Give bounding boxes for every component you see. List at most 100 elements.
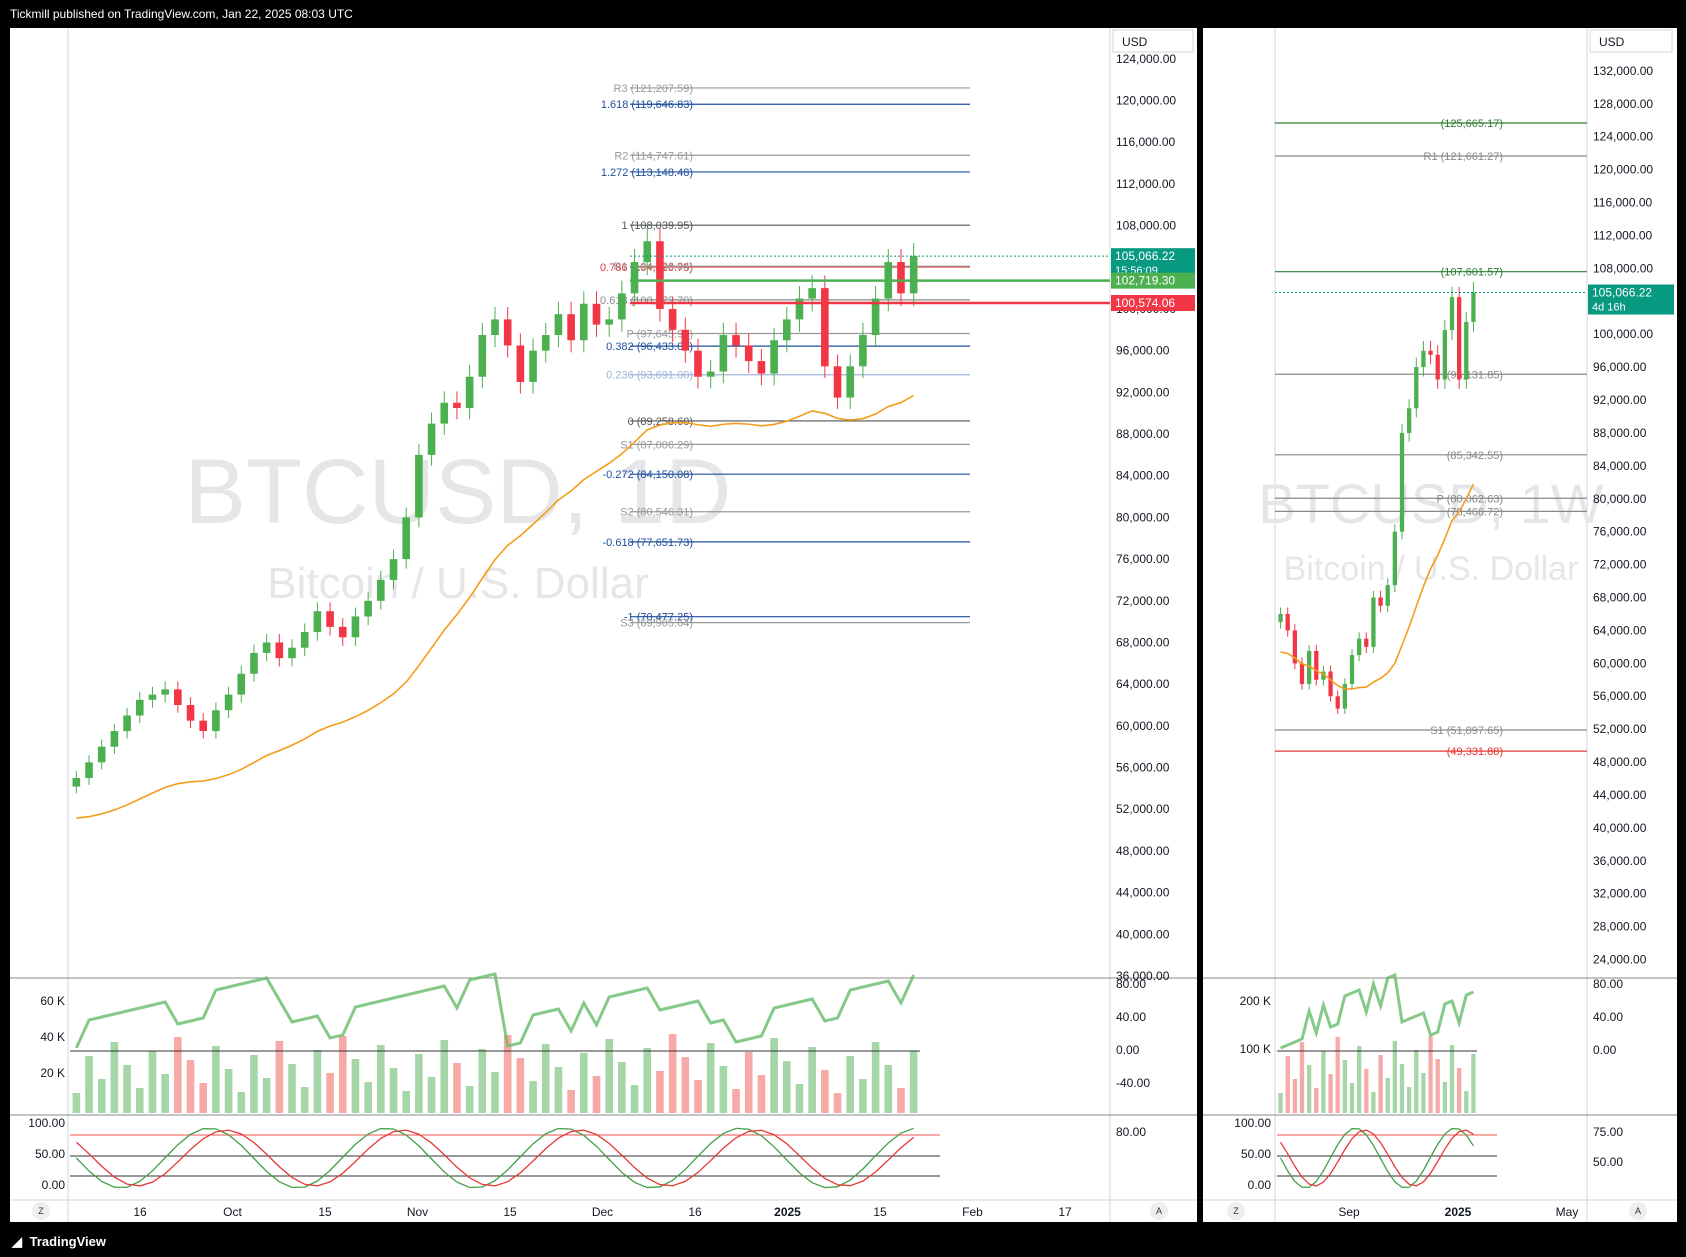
price-tick-label: 100,000.00 [1593,327,1653,341]
candle-body [567,314,575,341]
level-label: (125,665.17) [1441,118,1503,130]
volume-bar [1285,1056,1290,1113]
stoch-k-line [1280,1127,1474,1189]
candle-body [389,559,398,580]
price-label-text: 102,719.30 [1115,274,1175,288]
candle-body [1328,671,1333,697]
time-axis-label: Nov [407,1205,428,1219]
auto-scale-button-weekly[interactable]: A [1629,1202,1647,1220]
daily-chart-pane[interactable]: BTCUSD, 1D Bitcoin / U.S. Dollar USD 124… [10,28,1197,1222]
volume-bar [1457,1068,1462,1113]
volume-bar [427,1077,436,1113]
price-tick-label: 128,000.00 [1593,97,1653,111]
volume-bar [1435,1059,1440,1113]
volume-bar [1328,1074,1333,1113]
volume-bar [1335,1037,1340,1113]
currency-box[interactable] [1112,29,1194,53]
volume-bar [1349,1083,1355,1113]
candle-body [326,611,334,627]
volume-bar [338,1036,347,1113]
price-tick-label: 124,000.00 [1116,52,1176,66]
candle-body [541,335,550,351]
volume-tick-label: 20 K [40,1066,65,1080]
volume-bar [224,1069,233,1113]
volume-bar [529,1081,537,1113]
osc-tick-label: -40.00 [1116,1076,1150,1090]
price-tick-label: 112,000.00 [1593,228,1652,242]
level-label: R1 (104,106.94) [614,261,694,273]
volume-bar [174,1037,182,1113]
volume-bar [643,1048,652,1113]
level-label: 1 (108,039.95) [621,220,693,232]
currency-box-weekly[interactable] [1589,29,1673,53]
candle-body [237,673,246,695]
weekly-chart-pane[interactable]: BTCUSD, 1W Bitcoin / U.S. Dollar USD 132… [1203,28,1677,1222]
candle-body [859,335,867,367]
time-axis-label: Sep [1338,1205,1360,1219]
level-label: (95,131.85) [1447,369,1503,381]
price-tick-label: 36,000.00 [1116,969,1170,983]
weekly-chart-svg[interactable]: BTCUSD, 1W Bitcoin / U.S. Dollar USD 132… [1203,28,1677,1222]
scale-mode-left-button[interactable]: Z [32,1202,50,1220]
candle-body [1307,650,1312,684]
stoch-right-tick-label: 80.00 [1116,1125,1146,1139]
level-label: -0.618 (77,651.73) [602,537,693,549]
volume-bar [1442,1082,1447,1113]
price-tick-label: 80,000.00 [1116,510,1170,524]
auto-scale-button[interactable]: A [1150,1202,1168,1220]
volume-bar [744,1052,753,1113]
time-axis-label: 16 [688,1205,702,1219]
time-axis-label: 17 [1058,1205,1072,1219]
candle-body [1371,597,1376,647]
candle-body [478,335,487,377]
stoch-tick-label: 0.00 [1248,1178,1272,1192]
osc-tick-label: 80.00 [1593,977,1623,991]
candle-body [1314,650,1319,680]
volume-bar [326,1073,334,1113]
daily-chart-svg[interactable]: BTCUSD, 1D Bitcoin / U.S. Dollar USD 124… [10,28,1197,1222]
volume-bar [237,1092,246,1113]
scale-mode-left-button-weekly[interactable]: Z [1227,1202,1245,1220]
volume-bar [618,1062,626,1113]
candle-body [1299,663,1305,684]
price-tick-label: 76,000.00 [1116,552,1170,566]
level-label: R3 (121,207.59) [614,83,694,95]
osc-tick-label: 40.00 [1116,1010,1146,1024]
candle-body [135,699,144,716]
publisher-text: Tickmill published on TradingView.com, J… [10,7,353,21]
price-tick-label: 108,000.00 [1116,219,1176,233]
price-tick-label: 32,000.00 [1593,887,1647,901]
candle-body [757,361,766,374]
time-axis-label: May [1556,1205,1579,1219]
price-tick-label: 96,000.00 [1593,360,1647,374]
candle-body [377,579,385,601]
watermark-name: Bitcoin / U.S. Dollar [267,559,648,608]
price-tick-label: 72,000.00 [1116,594,1170,608]
price-tick-label: 68,000.00 [1116,635,1170,649]
volume-bar [1407,1087,1412,1113]
volume-bar [516,1058,525,1113]
volume-bar [288,1064,296,1113]
price-tick-label: 80,000.00 [1593,492,1647,506]
candle-body [656,241,664,309]
candle-body [1464,321,1469,380]
volume-tick-label: 40 K [40,1030,65,1044]
volume-bar [186,1060,195,1113]
volume-bar [732,1089,740,1113]
watermark-symbol-weekly: BTCUSD, 1W [1258,472,1603,535]
price-tick-label: 84,000.00 [1116,469,1170,483]
price-tick-label: 56,000.00 [1116,761,1170,775]
price-tick-label: 116,000.00 [1116,135,1175,149]
candle-body [808,288,816,299]
candle-body [554,314,563,336]
volume-tick-label: 200 K [1240,994,1271,1008]
candle-body [1364,638,1369,647]
candle-body [833,366,842,398]
moving-average-line [76,394,915,819]
candle-body [313,611,322,633]
volume-tick-label: 100 K [1240,1042,1271,1056]
candle-body [1421,350,1426,368]
volume-bar [846,1056,855,1113]
candle-body [1414,367,1419,409]
candle-body [440,402,449,424]
